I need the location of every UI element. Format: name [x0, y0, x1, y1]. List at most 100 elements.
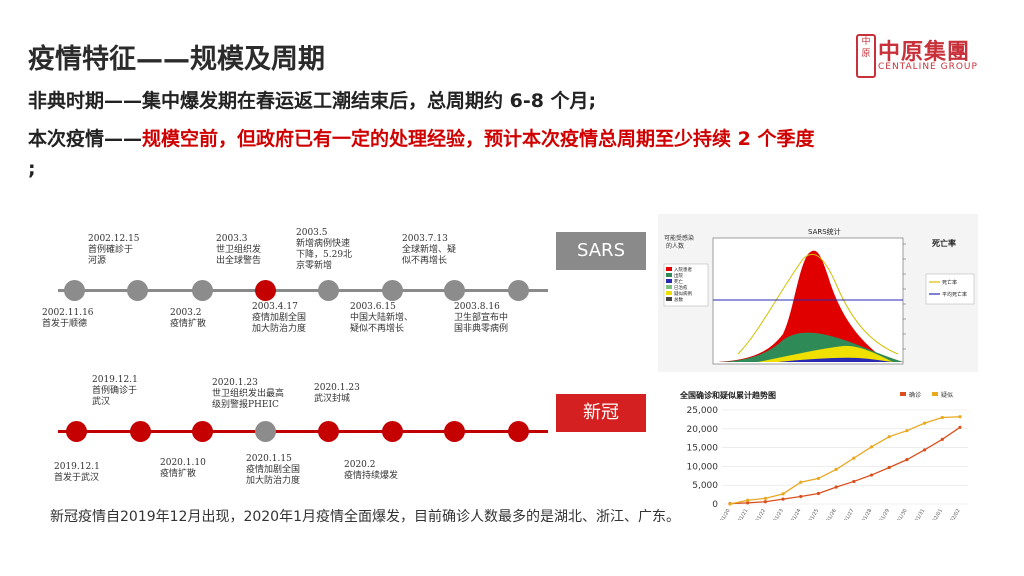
sars-event-top: 2002.12.15 首例確診于 河源 [88, 234, 140, 267]
event-text: 疑似不再增长 [350, 324, 405, 334]
x-tick-label: 01/22 [755, 508, 767, 520]
covid-event-bottom: 2020.1.15 疫情加剧全国 加大防治力度 [246, 454, 300, 487]
event-date: 2019.12.1 [54, 462, 100, 472]
sars-event-bottom: 2003.4.17 疫情加剧全国 加大防治力度 [252, 302, 306, 335]
x-tick-label: 02/01 [932, 508, 944, 520]
series-point-0 [746, 501, 750, 505]
event-text: 下降，5.29北 [296, 250, 353, 260]
event-date: 2019.12.1 [92, 375, 138, 385]
series-point-1 [728, 502, 732, 506]
event-text: 出全球警告 [216, 256, 262, 266]
y-tick-label: 25,000 [687, 406, 719, 416]
event-text: 首例確診于 [88, 245, 134, 255]
sars-chart-left-label: 的人数 [666, 242, 684, 250]
covid-timeline-node [66, 421, 87, 442]
x-tick-label: 01/25 [808, 508, 820, 520]
x-tick-label: 01/31 [914, 508, 926, 520]
event-date: 2003.4.17 [252, 302, 298, 312]
sars-legend-item: 已治愈 [674, 284, 688, 291]
sars-legend-item: 出院 [674, 272, 683, 279]
event-text: 加大防治力度 [246, 476, 301, 486]
covid-summary-suffix: ; [28, 158, 36, 180]
series-point-1 [887, 435, 891, 439]
event-text: 新增病例快速 [296, 239, 351, 249]
sars-area-red [718, 250, 903, 362]
event-text: 首发于顺德 [42, 319, 88, 329]
event-date: 2003.8.16 [454, 302, 500, 312]
series-point-0 [923, 448, 927, 452]
sars-area-blue [778, 357, 893, 362]
sars-chart-left-label: 可能受感染 [664, 234, 694, 242]
series-line-0 [729, 426, 961, 505]
event-text: 国非典零病例 [454, 324, 509, 334]
logo-mark-icon: 中原 [856, 34, 876, 78]
series-point-1 [781, 492, 785, 496]
x-tick-label: 01/30 [896, 508, 908, 520]
sars-legend-item: 总数 [674, 296, 683, 303]
y-tick-label: 0 [712, 500, 718, 510]
event-text: 武汉 [92, 397, 111, 407]
covid-timeline-node [444, 421, 465, 442]
covid-timeline-node [192, 421, 213, 442]
event-text: 级别警报PHEIC [212, 400, 279, 410]
series-point-0 [958, 425, 962, 429]
event-date: 2002.12.15 [88, 234, 140, 244]
sars-timeline-node [508, 280, 529, 301]
event-text: 疫情持续爆发 [344, 471, 399, 481]
event-text: 首发于武汉 [54, 473, 100, 483]
event-text: 武汉封城 [314, 394, 351, 404]
series-point-1 [799, 480, 803, 484]
sars-timeline-node [382, 280, 403, 301]
event-text: 加大防治力度 [252, 324, 307, 334]
series-point-0 [887, 465, 891, 470]
event-date: 2003.6.15 [350, 302, 396, 312]
series-point-1 [940, 415, 944, 420]
event-text: 首例确诊于 [92, 386, 138, 396]
covid-timeline-node [382, 421, 403, 442]
series-point-1 [958, 415, 962, 419]
x-tick-label: 01/29 [879, 508, 891, 520]
event-date: 2003.7.13 [402, 234, 448, 244]
event-text: 京零新增 [296, 261, 333, 271]
event-text: 卫生部宣布中 [454, 313, 509, 323]
series-point-1 [834, 467, 838, 472]
legend-swatch-confirmed [900, 392, 906, 396]
sars-chart-right-label: 死亡率 [931, 238, 956, 248]
event-text: 全球新增、疑 [402, 245, 457, 255]
covid-event-top: 2019.12.1 首例确诊于 武汉 [92, 375, 138, 408]
event-date: 2003.3 [216, 234, 248, 244]
covid-tag: 新冠 [556, 394, 646, 432]
sars-event-top: 2003.5 新增病例快速 下降，5.29北 京零新增 [296, 228, 352, 272]
covid-summary: 本次疫情——规模空前，但政府已有一定的处理经验，预计本次疫情总周期至少持续 2 … [28, 124, 978, 184]
series-point-1 [869, 445, 874, 449]
event-text: 疫情扩散 [160, 469, 197, 479]
legend-confirmed: 确诊 [909, 391, 921, 399]
sars-legend-item: 疑似病例 [674, 290, 692, 297]
sars-timeline-node [64, 280, 85, 301]
y-tick-label: 5,000 [692, 481, 718, 491]
y-tick-label: 15,000 [687, 444, 719, 454]
covid-timeline-node [508, 421, 529, 442]
series-point-1 [852, 456, 856, 460]
series-point-1 [763, 496, 767, 500]
series-point-0 [905, 458, 909, 462]
sars-event-top: 2003.3 世卫组织发 出全球警告 [216, 234, 261, 267]
series-point-1 [816, 476, 821, 481]
x-tick-label: 02/02 [949, 508, 961, 520]
sars-timeline-node [127, 280, 148, 301]
event-date: 2002.11.16 [42, 308, 94, 318]
series-point-0 [834, 485, 838, 489]
covid-timeline-node [130, 421, 151, 442]
event-date: 2020.1.23 [212, 378, 258, 388]
event-text: 世卫组织发出最高 [212, 389, 285, 399]
series-point-0 [781, 497, 785, 501]
sars-event-top: 2003.7.13 全球新增、疑 似不再增长 [402, 234, 456, 267]
covid-trend-chart-svg: 全国确诊和疑似累计趋势图 确诊 疑似 25,000 20,000 15,000 10,… [679, 390, 968, 523]
series-point-0 [852, 479, 856, 484]
event-text: 中国大陆新增、 [350, 313, 414, 323]
event-date: 2020.1.23 [314, 383, 360, 393]
series-point-0 [869, 473, 874, 477]
sars-death-rate-line [737, 253, 899, 355]
sars-event-bottom: 2003.2 疫情扩散 [170, 308, 206, 330]
series-point-0 [763, 500, 767, 504]
